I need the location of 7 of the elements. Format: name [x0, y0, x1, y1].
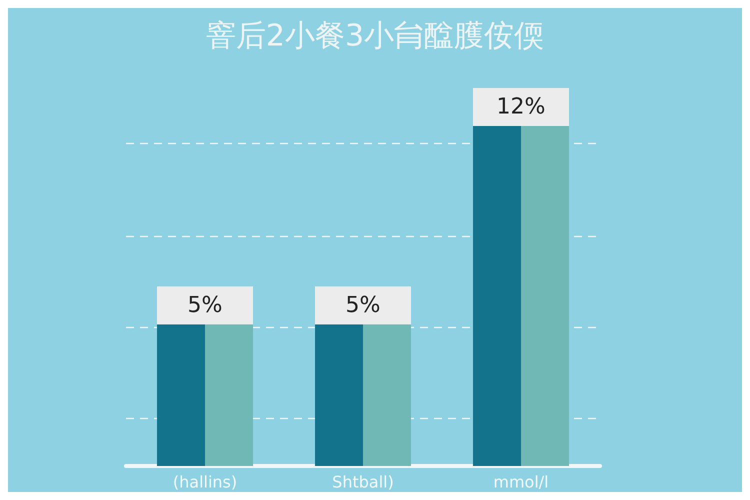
x-tick-label: (hallins)	[172, 472, 238, 492]
x-tick-label: Shtball)	[332, 472, 394, 492]
data-label: 5%	[346, 292, 380, 318]
data-label: 5%	[188, 292, 222, 318]
chart-title: 窨后2小餐3小䏍䤈臒侒偄	[206, 18, 544, 54]
x-tick-label: mmol/l	[493, 472, 549, 492]
data-label: 12%	[496, 94, 546, 120]
